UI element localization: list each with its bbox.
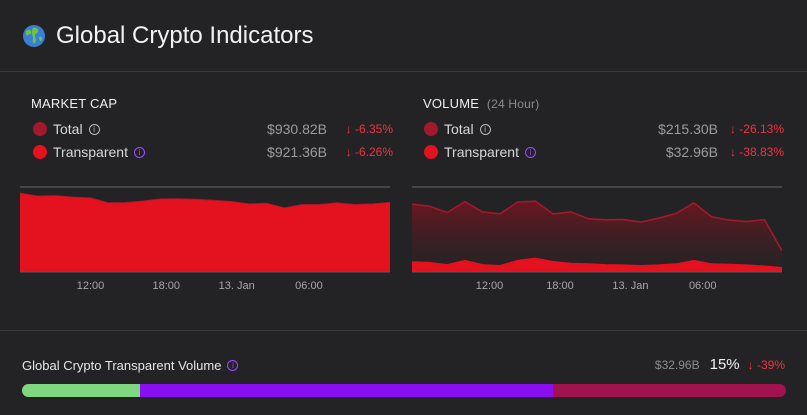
legend-label: Transparent	[444, 144, 519, 160]
series-area-total	[412, 201, 782, 272]
legend-change: ↓ -6.26%	[345, 145, 393, 159]
market-cap-transparent-row[interactable]: Transparent i $921.36B ↓ -6.26%	[33, 143, 393, 161]
legend-label: Total	[444, 121, 474, 137]
legend-change: ↓ -6.35%	[345, 122, 393, 136]
info-icon[interactable]: i	[524, 146, 536, 158]
total-dot-icon	[424, 122, 438, 136]
market-cap-heading-text: MARKET CAP	[31, 96, 118, 111]
transparent-dot-icon	[424, 145, 438, 159]
volume-total-row[interactable]: Total i $215.30B ↓ -26.13%	[424, 120, 784, 138]
x-tick-label: 13. Jan	[612, 280, 648, 292]
volume-transparent-row[interactable]: Transparent i $32.96B ↓ -38.83%	[424, 143, 784, 161]
series-area-transparent	[20, 194, 390, 272]
series-line-transparent	[412, 257, 782, 269]
x-tick-label: 18:00	[546, 280, 574, 292]
bar-segment	[140, 384, 553, 397]
info-icon[interactable]: i	[479, 123, 491, 135]
x-tick-label: 12:00	[77, 280, 105, 292]
volume-subheading: (24 Hour)	[486, 97, 540, 111]
market-cap-chart[interactable]: 12:00 18:00 13. Jan 06:00	[20, 184, 390, 294]
bar-segment	[22, 384, 141, 397]
footer-percent: 15%	[709, 356, 740, 373]
x-tick-label: 18:00	[152, 280, 180, 292]
volume-panel: VOLUME (24 Hour) Total i $215.30B ↓ -26.…	[404, 72, 807, 330]
header: Global Crypto Indicators	[0, 0, 807, 72]
legend-label: Total	[53, 121, 83, 137]
footer-change: ↓ -39%	[747, 357, 785, 372]
legend-label: Transparent	[53, 144, 128, 160]
legend-value: $930.82B	[267, 121, 327, 137]
legend-value: $215.30B	[658, 121, 718, 137]
legend-value: $32.96B	[665, 144, 718, 160]
footer-stats: $32.96B 15% ↓ -39%	[655, 356, 785, 373]
footer-value: $32.96B	[654, 357, 700, 372]
footer-title-text: Global Crypto Transparent Volume	[22, 358, 222, 373]
transparent-dot-icon	[33, 145, 47, 159]
info-icon[interactable]: i	[88, 123, 100, 135]
legend-change: ↓ -26.13%	[729, 122, 784, 136]
x-tick-label: 12:00	[476, 280, 504, 292]
series-line-total	[412, 200, 782, 252]
market-cap-total-row[interactable]: Total i $930.82B ↓ -6.35%	[33, 120, 393, 138]
page-title: Global Crypto Indicators	[56, 21, 314, 49]
volume-heading-text: VOLUME	[423, 96, 480, 111]
bar-segment	[552, 384, 786, 397]
info-icon[interactable]: i	[133, 146, 145, 158]
legend-value: $921.36B	[267, 144, 327, 160]
total-dot-icon	[33, 122, 47, 136]
divider	[0, 330, 807, 331]
series-line-total	[20, 192, 390, 209]
volume-heading: VOLUME (24 Hour)	[423, 96, 539, 111]
series-line-transparent	[20, 193, 390, 210]
market-cap-heading: MARKET CAP	[31, 96, 117, 111]
x-tick-label: 13. Jan	[219, 280, 255, 292]
x-tick-label: 06:00	[295, 280, 323, 292]
legend-change: ↓ -38.83%	[729, 145, 784, 159]
globe-icon	[23, 24, 45, 47]
footer-title: Global Crypto Transparent Volume i	[22, 358, 239, 373]
info-icon[interactable]: i	[227, 360, 239, 371]
market-cap-panel: MARKET CAP Total i $930.82B ↓ -6.35% Tra…	[0, 72, 404, 330]
transparent-volume-bar[interactable]	[22, 384, 786, 397]
volume-chart[interactable]: 12:00 18:00 13. Jan 06:00	[412, 184, 782, 294]
x-tick-label: 06:00	[689, 280, 717, 292]
